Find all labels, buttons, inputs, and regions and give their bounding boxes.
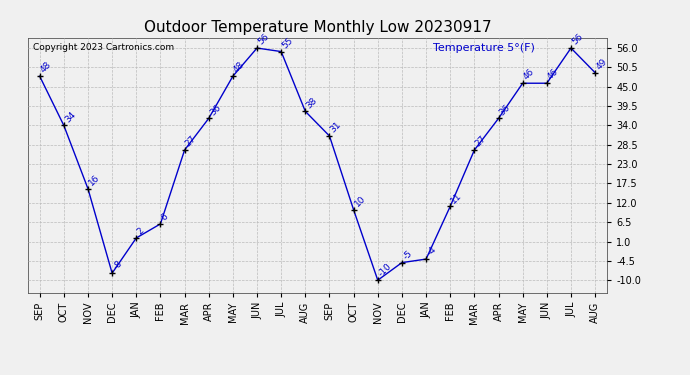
Title: Outdoor Temperature Monthly Low 20230917: Outdoor Temperature Monthly Low 20230917 (144, 20, 491, 35)
Text: -5: -5 (401, 249, 414, 261)
Text: 27: 27 (184, 134, 198, 149)
Text: -8: -8 (111, 259, 124, 272)
Text: 27: 27 (473, 134, 488, 149)
Text: 31: 31 (328, 120, 343, 135)
Text: 56: 56 (570, 32, 584, 47)
Text: -4: -4 (425, 245, 438, 258)
Text: 6: 6 (159, 212, 170, 222)
Text: 11: 11 (449, 190, 464, 205)
Text: Copyright 2023 Cartronics.com: Copyright 2023 Cartronics.com (33, 43, 175, 52)
Text: 36: 36 (208, 102, 222, 117)
Text: 56: 56 (256, 32, 270, 47)
Text: 36: 36 (497, 102, 512, 117)
Text: 46: 46 (522, 68, 536, 82)
Text: 2: 2 (135, 226, 146, 237)
Text: 49: 49 (594, 57, 609, 71)
Text: 16: 16 (87, 173, 101, 188)
Text: Temperature 5°(F): Temperature 5°(F) (433, 43, 535, 52)
Text: -10: -10 (377, 262, 394, 279)
Text: 55: 55 (280, 36, 295, 50)
Text: 10: 10 (353, 194, 367, 208)
Text: 48: 48 (39, 60, 53, 75)
Text: 48: 48 (232, 60, 246, 75)
Text: 38: 38 (304, 96, 319, 110)
Text: 46: 46 (546, 68, 560, 82)
Text: 34: 34 (63, 110, 77, 124)
